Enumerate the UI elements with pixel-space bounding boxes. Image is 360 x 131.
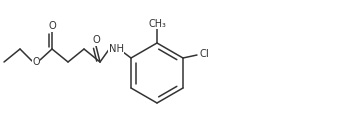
Text: O: O	[48, 21, 56, 31]
Text: O: O	[32, 57, 40, 67]
Text: NH: NH	[108, 44, 123, 54]
Text: Cl: Cl	[199, 49, 209, 59]
Text: CH₃: CH₃	[148, 19, 166, 29]
Text: O: O	[92, 35, 100, 45]
